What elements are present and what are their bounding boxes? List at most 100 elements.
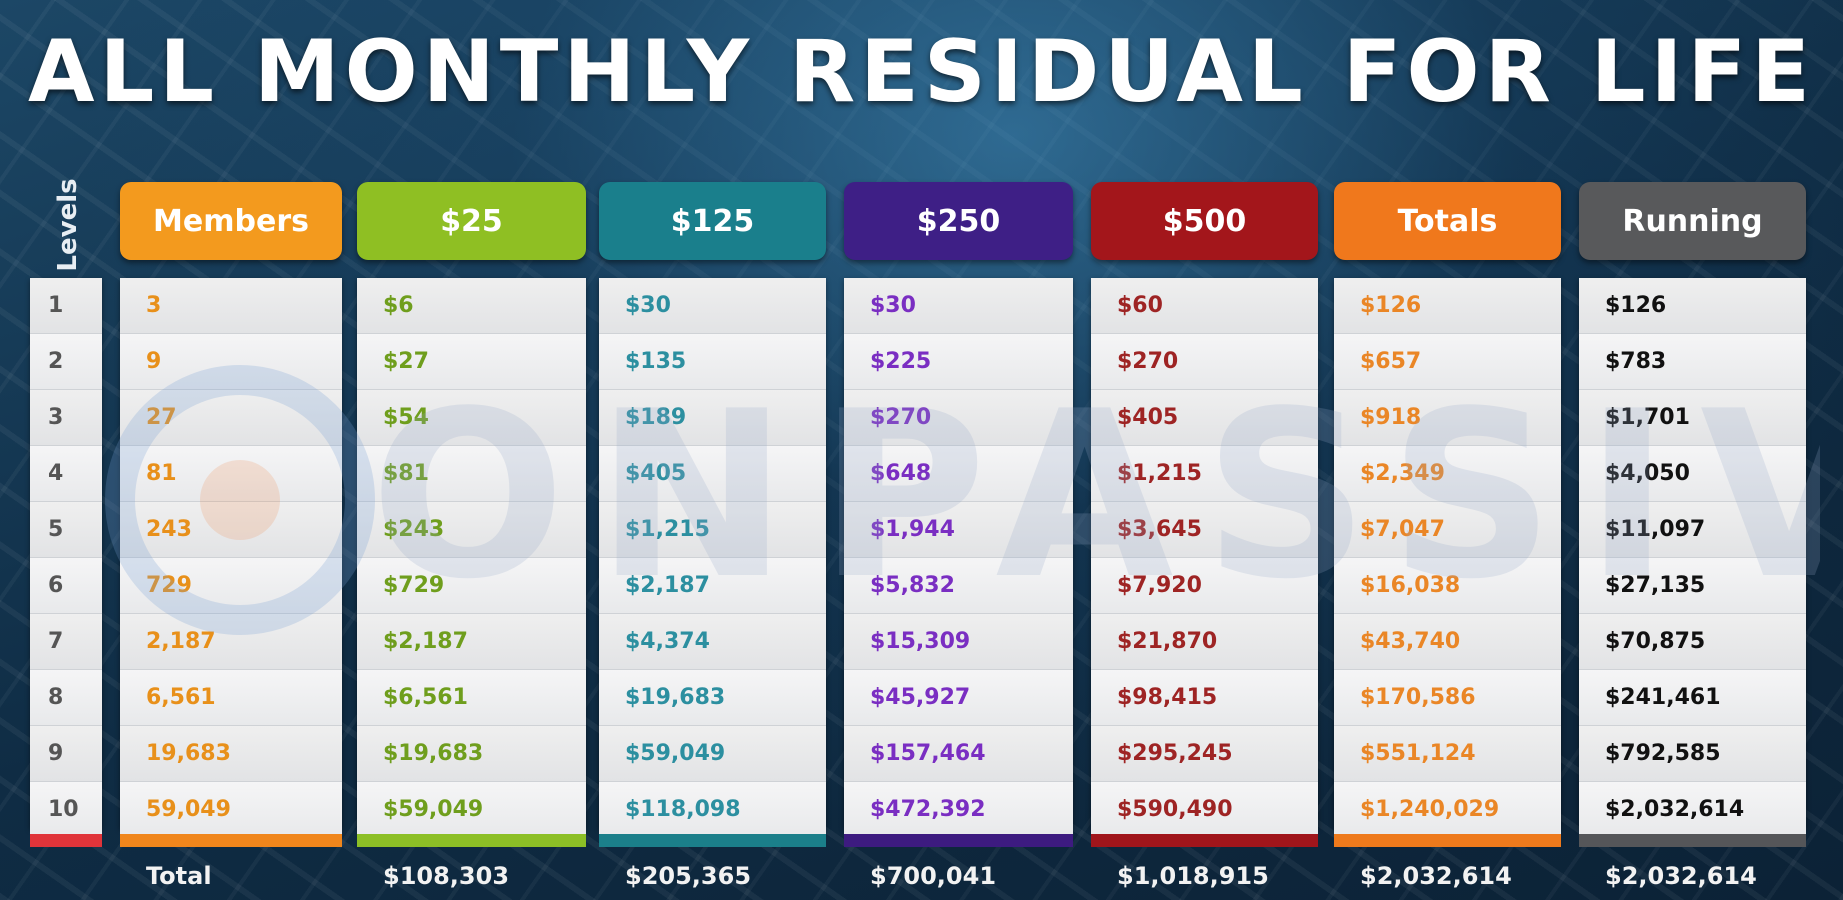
- table-cell: $19,683: [599, 670, 826, 726]
- table-cell: $59,049: [357, 782, 586, 838]
- column-bar-p25: [357, 834, 586, 847]
- column-header-totals: Totals: [1334, 182, 1561, 260]
- table-cell: $19,683: [357, 726, 586, 782]
- column-total-members: Total: [146, 862, 212, 890]
- level-number-cell: 8: [30, 670, 102, 726]
- table-cell: $1,215: [599, 502, 826, 558]
- table-cell: $27: [357, 334, 586, 390]
- levels-label-text: Levels: [53, 178, 83, 272]
- table-cell: 9: [120, 334, 342, 390]
- table-cell: $6,561: [357, 670, 586, 726]
- level-number-cell: 3: [30, 390, 102, 446]
- table-cell: $16,038: [1334, 558, 1561, 614]
- table-cell: $241,461: [1579, 670, 1806, 726]
- column-header-members: Members: [120, 182, 342, 260]
- column-panel-members: 3 9 27 81 243 729 2,187 6,561 19,683 59,049: [120, 278, 342, 838]
- table-cell: $81: [357, 446, 586, 502]
- table-cell: $657: [1334, 334, 1561, 390]
- table-cell: 81: [120, 446, 342, 502]
- table-cell: 243: [120, 502, 342, 558]
- table-cell: $21,870: [1091, 614, 1318, 670]
- table-cell: $15,309: [844, 614, 1073, 670]
- table-cell: $1,215: [1091, 446, 1318, 502]
- table-cell: $70,875: [1579, 614, 1806, 670]
- levels-bar: [30, 834, 102, 847]
- column-header-running: Running: [1579, 182, 1806, 260]
- column-total-p25: $108,303: [383, 862, 510, 890]
- level-number-cell: 1: [30, 278, 102, 334]
- table-cell: $551,124: [1334, 726, 1561, 782]
- column-total-p500: $1,018,915: [1117, 862, 1269, 890]
- table-cell: $1,944: [844, 502, 1073, 558]
- table-cell: 6,561: [120, 670, 342, 726]
- column-panel-p25: $6 $27 $54 $81 $243 $729 $2,187 $6,561 $19,683 $5…: [357, 278, 586, 838]
- level-number-cell: 4: [30, 446, 102, 502]
- table-cell: $225: [844, 334, 1073, 390]
- column-total-p250: $700,041: [870, 862, 997, 890]
- table-cell: $189: [599, 390, 826, 446]
- table-cell: $472,392: [844, 782, 1073, 838]
- table-cell: 27: [120, 390, 342, 446]
- table-cell: $648: [844, 446, 1073, 502]
- table-cell: $6: [357, 278, 586, 334]
- table-cell: 59,049: [120, 782, 342, 838]
- page-title: ALL MONTHLY RESIDUAL FOR LIFE: [27, 22, 1816, 122]
- table-cell: $3,645: [1091, 502, 1318, 558]
- column-panel-totals: $126 $657 $918 $2,349 $7,047 $16,038 $43,740 $1…: [1334, 278, 1561, 838]
- table-cell: $157,464: [844, 726, 1073, 782]
- column-panel-running: $126 $783 $1,701 $4,050 $11,097 $27,135 $70,87…: [1579, 278, 1806, 838]
- table-cell: $43,740: [1334, 614, 1561, 670]
- table-cell: $1,701: [1579, 390, 1806, 446]
- table-cell: $126: [1579, 278, 1806, 334]
- table-cell: $135: [599, 334, 826, 390]
- table-cell: $1,240,029: [1334, 782, 1561, 838]
- column-total-p125: $205,365: [625, 862, 752, 890]
- level-number-cell: 2: [30, 334, 102, 390]
- table-cell: $792,585: [1579, 726, 1806, 782]
- table-cell: $405: [1091, 390, 1318, 446]
- column-header-p25: $25: [357, 182, 586, 260]
- table-cell: $27,135: [1579, 558, 1806, 614]
- table-cell: $918: [1334, 390, 1561, 446]
- table-cell: $243: [357, 502, 586, 558]
- table-cell: 729: [120, 558, 342, 614]
- table-cell: $4,050: [1579, 446, 1806, 502]
- table-cell: $729: [357, 558, 586, 614]
- table-cell: $2,349: [1334, 446, 1561, 502]
- column-panel-p500: $60 $270 $405 $1,215 $3,645 $7,920 $21,870 $98,…: [1091, 278, 1318, 838]
- column-bar-p500: [1091, 834, 1318, 847]
- table-cell: $11,097: [1579, 502, 1806, 558]
- table-cell: $7,920: [1091, 558, 1318, 614]
- table-cell: $405: [599, 446, 826, 502]
- table-cell: $60: [1091, 278, 1318, 334]
- table-cell: $98,415: [1091, 670, 1318, 726]
- column-panel-p250: $30 $225 $270 $648 $1,944 $5,832 $15,309 $45,92…: [844, 278, 1073, 838]
- levels-panel: 1 2 3 4 5 6 7 8 9 10: [30, 278, 102, 838]
- column-header-p500: $500: [1091, 182, 1318, 260]
- table-cell: 3: [120, 278, 342, 334]
- table-cell: $30: [599, 278, 826, 334]
- table-cell: $30: [844, 278, 1073, 334]
- column-total-totals: $2,032,614: [1360, 862, 1512, 890]
- level-number-cell: 7: [30, 614, 102, 670]
- table-cell: $270: [1091, 334, 1318, 390]
- table-cell: $2,032,614: [1579, 782, 1806, 838]
- table-cell: $126: [1334, 278, 1561, 334]
- column-bar-p125: [599, 834, 826, 847]
- table-cell: 19,683: [120, 726, 342, 782]
- column-bar-members: [120, 834, 342, 847]
- table-cell: $590,490: [1091, 782, 1318, 838]
- table-cell: $4,374: [599, 614, 826, 670]
- table-cell: $2,187: [357, 614, 586, 670]
- table-cell: $295,245: [1091, 726, 1318, 782]
- table-cell: $170,586: [1334, 670, 1561, 726]
- table-cell: $59,049: [599, 726, 826, 782]
- table-cell: $783: [1579, 334, 1806, 390]
- level-number-cell: 10: [30, 782, 102, 838]
- table-cell: $7,047: [1334, 502, 1561, 558]
- column-bar-p250: [844, 834, 1073, 847]
- table-cell: $270: [844, 390, 1073, 446]
- level-number-cell: 9: [30, 726, 102, 782]
- table-cell: $5,832: [844, 558, 1073, 614]
- level-number-cell: 6: [30, 558, 102, 614]
